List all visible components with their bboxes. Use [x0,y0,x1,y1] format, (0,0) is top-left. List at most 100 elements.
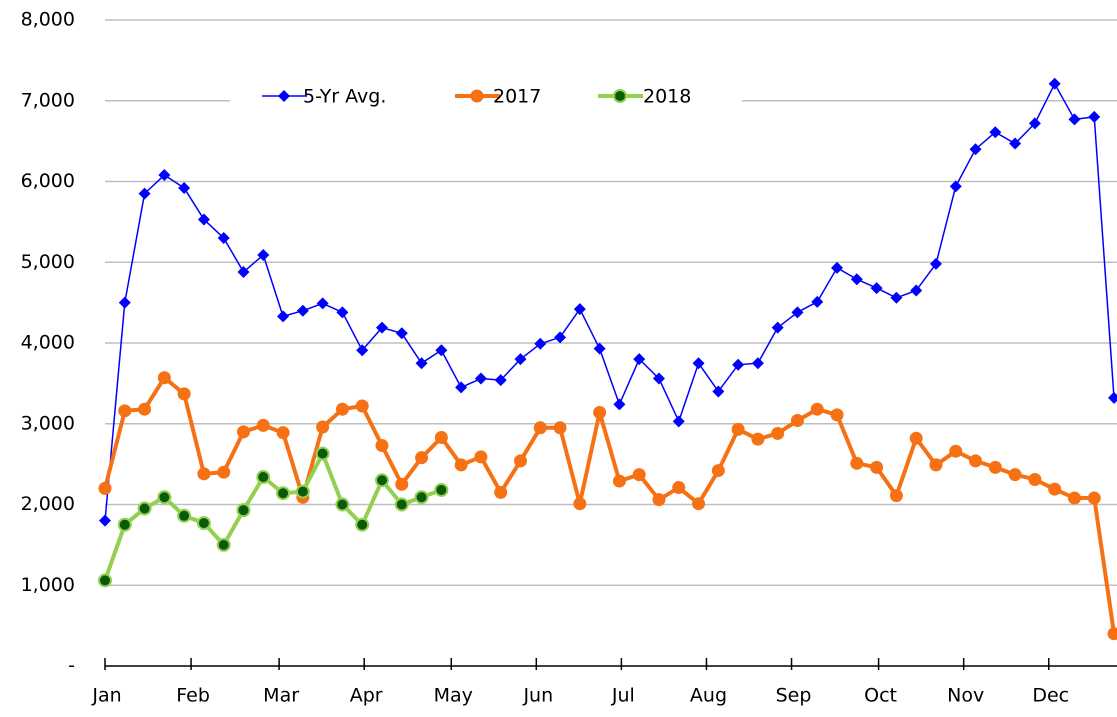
data-point [1088,110,1101,123]
data-point [751,432,765,446]
data-point [632,468,646,482]
data-point [138,402,152,416]
data-point [98,573,112,588]
data-point [850,456,864,470]
data-point [177,508,192,523]
data-point [1108,391,1117,404]
x-tick-label: Jun [522,685,553,707]
data-point [355,399,369,413]
x-tick-label: Jul [611,685,635,707]
data-point [969,143,982,156]
data-point [1068,113,1081,126]
data-point [830,408,844,422]
x-tick-label: Sep [776,685,812,707]
series-line [104,83,1115,521]
data-point [890,291,903,304]
data-point [395,477,409,491]
data-point [573,497,587,511]
data-point [712,385,725,398]
data-point [790,414,804,428]
data-point [137,501,152,516]
data-point [158,169,171,182]
x-tick-label: Apr [350,685,383,707]
data-point [831,261,844,274]
data-point [157,371,171,385]
data-point [494,485,508,499]
data-point [296,304,309,317]
data-point [99,514,111,527]
data-point [197,213,210,226]
legend-label: 2017 [493,86,541,108]
data-point [850,273,863,286]
data-point [474,450,488,464]
data-point [593,405,607,419]
data-point [711,464,725,478]
data-point [554,331,567,344]
data-point [910,284,923,297]
y-tick-label: 8,000 [21,9,75,31]
legend: 5-Yr Avg. 2017 2018 [230,80,742,120]
data-point [1087,491,1101,505]
y-tick-label: 6,000 [21,170,75,192]
data-point [316,297,329,310]
data-point [435,344,448,357]
data-point [613,398,626,411]
data-point [117,517,132,532]
data-point [513,454,527,468]
data-point [1048,77,1061,90]
data-point [277,310,290,323]
data-point [811,295,824,308]
data-point [178,181,191,194]
data-point [470,89,484,103]
x-tick-label: Mar [263,685,299,707]
data-point [98,481,112,495]
data-point [415,357,428,370]
y-tick-label: 2,000 [21,493,75,515]
data-point [731,422,745,436]
data-point [949,444,963,458]
data-point [573,303,586,316]
data-point [374,473,389,488]
data-point [593,342,606,355]
data-point [256,418,270,432]
y-tick-label: - [68,655,75,677]
data-point [434,482,449,497]
data-point [969,454,983,468]
data-point [533,421,547,435]
data-point [652,372,665,385]
data-point [1107,627,1117,641]
data-point [514,353,527,366]
data-point [870,460,884,474]
data-point [217,465,231,479]
x-tick-label: Aug [690,685,727,707]
data-point [672,415,685,428]
data-point [236,425,250,439]
data-point [216,537,231,552]
series-line [103,375,1117,634]
data-point [157,490,172,505]
data-point [613,89,627,103]
data-point [929,257,942,270]
data-point [1048,482,1062,496]
y-tick-label: 7,000 [21,89,75,111]
data-point [196,516,211,531]
data-point [870,282,883,295]
data-point [276,486,291,501]
series-line [103,451,443,582]
data-point [732,358,745,371]
data-point [455,381,468,394]
y-tick-label: 4,000 [21,332,75,354]
data-point [236,503,251,518]
data-point [989,126,1002,139]
data-point [295,484,310,499]
data-point [791,306,804,319]
data-point [395,327,408,340]
data-point [118,404,132,418]
data-point [1028,472,1042,486]
data-point [1009,137,1022,150]
data-point [355,517,370,532]
data-point [257,248,270,261]
data-point [909,431,923,445]
x-tick-label: Oct [864,685,897,707]
y-tick-label: 5,000 [21,251,75,273]
